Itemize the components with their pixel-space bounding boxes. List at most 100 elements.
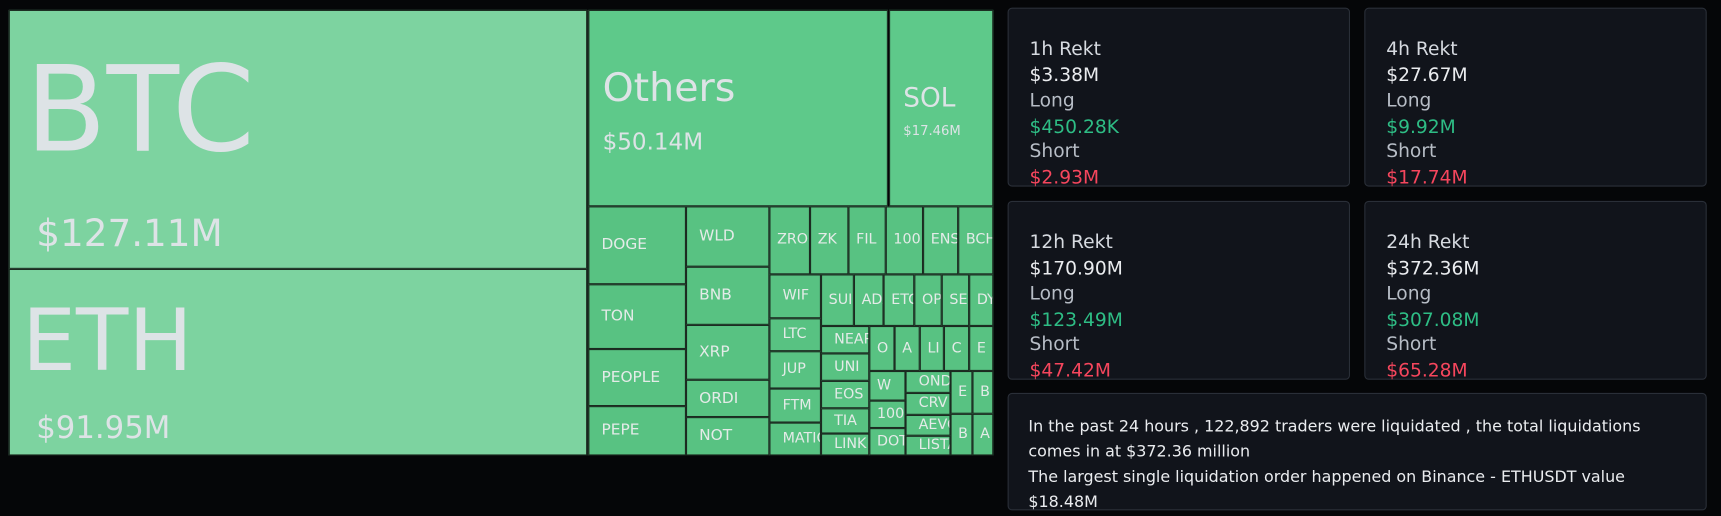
card-total: $372.36M: [1386, 257, 1480, 280]
tile-label: ADA: [861, 291, 883, 309]
treemap-tile: LINK: [820, 433, 870, 456]
treemap-tile: TON: [588, 284, 686, 350]
summary-line: The largest single liquidation order hap…: [1028, 468, 1625, 512]
stat-card: 12h Rekt $170.90M Long $123.49M Short $47.42M: [1007, 200, 1351, 382]
treemap-tile: E: [969, 325, 994, 371]
treemap-tile: W: [869, 370, 906, 401]
row-label: Long: [1029, 283, 1075, 306]
card-row: Long $123.49M: [1029, 281, 1330, 331]
tile-label: C: [951, 339, 962, 357]
card-title: 4h Rekt: [1386, 38, 1458, 61]
tile-label: PEOPLE: [601, 368, 661, 386]
treemap-tile: O: [869, 325, 895, 371]
treemap-tile: DOGE: [588, 206, 686, 285]
treemap-tile: BCH: [958, 206, 994, 275]
tile-label: PEPE: [601, 421, 640, 440]
row-value: $65.28M: [1386, 360, 1468, 382]
card-total: $3.38M: [1029, 64, 1100, 87]
treemap-tile: DOT: [869, 428, 906, 456]
treemap-tile: 100: [869, 400, 906, 429]
tile-value: $17.46M: [903, 122, 961, 139]
tile-label: MATIC: [782, 430, 820, 447]
tile-label: DYDX: [976, 291, 992, 309]
tile-label: SOL: [903, 81, 956, 113]
card-total: $27.67M: [1386, 64, 1468, 87]
tile-label: ONDO: [918, 373, 951, 390]
tile-label: BTC: [25, 41, 255, 180]
tile-label: FIL: [856, 231, 877, 249]
treemap-tile: E: [950, 370, 973, 414]
treemap-tile: ETC: [883, 274, 915, 326]
tile-label: OP: [921, 291, 942, 309]
tile-label: ZRO: [777, 231, 809, 249]
treemap-tile: JUP: [769, 351, 821, 389]
card-title: 12h Rekt: [1029, 231, 1113, 254]
tile-label: TON: [601, 307, 635, 325]
card-header: 4h Rekt $27.67M: [1386, 36, 1686, 86]
tile-value: $50.14M: [602, 128, 704, 156]
card-row: Short $47.42M: [1030, 331, 1330, 382]
summary: In the past 24 hours , 122,892 traders w…: [1007, 392, 1707, 511]
tile-label: Others: [602, 66, 736, 112]
tile-label: XRP: [699, 343, 730, 361]
treemap-tile: LTC: [769, 318, 821, 352]
tile-label: LI: [927, 339, 940, 357]
tile-label: B: [958, 426, 968, 443]
tile-label: LISTA: [918, 437, 950, 454]
tile-label: DOT: [876, 433, 906, 450]
tile-label: A: [980, 426, 990, 443]
row-value: $307.08M: [1386, 309, 1480, 332]
treemap-tile: SEI: [941, 274, 970, 326]
tile-label: NOT: [699, 427, 733, 445]
treemap-tile: BTC $127.11M: [8, 9, 588, 269]
tile-label: SUI: [828, 291, 853, 309]
treemap-tile: TIA: [820, 408, 870, 434]
tile-label: E: [976, 339, 986, 357]
treemap-tile: LISTA: [905, 435, 951, 456]
treemap-tile: BNB: [685, 266, 770, 325]
treemap-tile: WIF: [769, 274, 821, 319]
row-value: $17.74M: [1386, 166, 1468, 189]
card-title: 24h Rekt: [1386, 231, 1470, 254]
card-row: Short $17.74M: [1386, 138, 1686, 188]
tile-label: UNI: [834, 358, 860, 376]
tile-label: BCH: [965, 231, 994, 249]
row-value: $47.42M: [1029, 360, 1111, 382]
card-header: 12h Rekt $170.90M: [1029, 229, 1330, 280]
treemap-tile: NOT: [685, 417, 770, 456]
tile-label: TIA: [834, 412, 857, 429]
row-value: $450.28K: [1029, 116, 1119, 139]
card-row: Long $307.08M: [1386, 281, 1686, 331]
tile-value: $91.95M: [36, 409, 171, 446]
tile-value: $127.11M: [36, 211, 223, 256]
card-total: $170.90M: [1029, 257, 1123, 280]
card-row: Short $2.93M: [1030, 138, 1330, 188]
card-header: 1h Rekt $3.38M: [1030, 36, 1330, 86]
treemap-tile: FIL: [848, 206, 886, 275]
row-label: Short: [1386, 140, 1437, 163]
treemap-tile: B: [950, 413, 973, 456]
row-value: $9.92M: [1386, 116, 1456, 139]
treemap-tile: Others $50.14M: [588, 9, 888, 207]
summary-line: In the past 24 hours , 122,892 traders w…: [1028, 418, 1641, 461]
tile-label: SEI: [949, 291, 968, 309]
row-label: Long: [1029, 90, 1075, 112]
treemap-tile: A: [894, 325, 920, 371]
tile-label: ETH: [21, 292, 193, 391]
tile-label: LTC: [782, 326, 807, 343]
tile-label: 100: [876, 405, 905, 423]
treemap-tile: UNI: [820, 353, 870, 381]
treemap-tile: NEAR: [820, 325, 870, 354]
treemap-tile: B: [972, 370, 994, 414]
tile-label: DOGE: [601, 236, 648, 254]
treemap-tile: CRV: [905, 392, 951, 415]
card-row: Long $450.28K: [1029, 88, 1330, 138]
row-label: Long: [1386, 90, 1432, 112]
treemap-tile: AEVO: [905, 414, 951, 436]
stat-card: 4h Rekt $27.67M Long $9.92M Short $17.74M: [1364, 7, 1707, 189]
treemap-tile: XRP: [685, 324, 770, 380]
card-row: Short $65.28M: [1386, 331, 1686, 382]
treemap-tile: C: [943, 325, 970, 371]
row-value: $2.93M: [1029, 166, 1100, 189]
tile-label: 100: [893, 231, 921, 249]
